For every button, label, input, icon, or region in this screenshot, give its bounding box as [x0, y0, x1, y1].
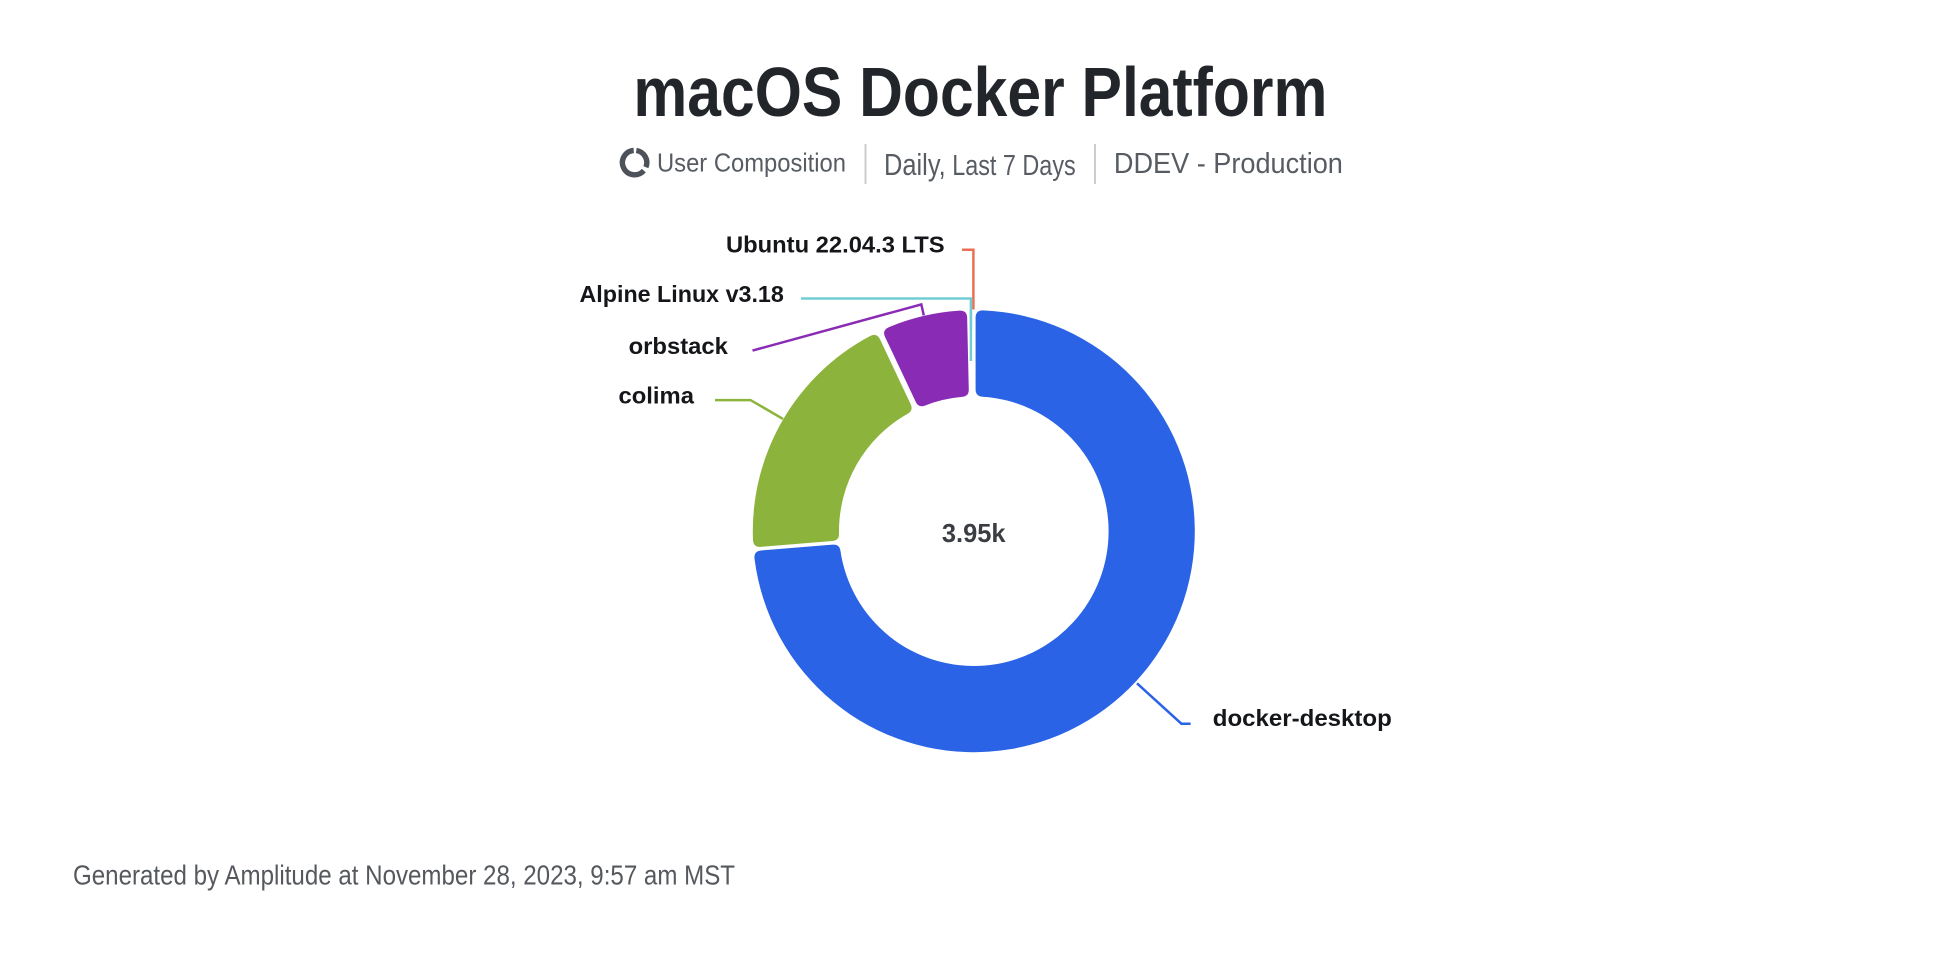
svg-text:Generated by Amplitude at Nove: Generated by Amplitude at November 28, 2… [73, 859, 735, 890]
svg-text:docker-desktop: docker-desktop [1213, 705, 1392, 731]
svg-text:Alpine Linux v3.18: Alpine Linux v3.18 [580, 281, 785, 307]
svg-text:Daily, Last 7 Days: Daily, Last 7 Days [884, 147, 1076, 182]
svg-text:DDEV - Production: DDEV - Production [1114, 148, 1343, 180]
svg-text:User Composition: User Composition [657, 147, 846, 177]
svg-text:macOS Docker Platform: macOS Docker Platform [633, 53, 1327, 131]
svg-text:3.95k: 3.95k [942, 518, 1006, 548]
svg-text:Ubuntu 22.04.3 LTS: Ubuntu 22.04.3 LTS [726, 232, 945, 258]
svg-text:orbstack: orbstack [629, 333, 729, 359]
svg-text:colima: colima [619, 383, 695, 409]
